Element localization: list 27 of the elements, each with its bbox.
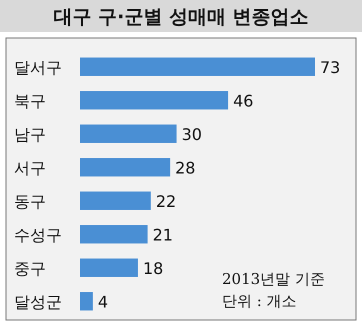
y-tick-label: 달성군 xyxy=(14,292,62,312)
bar xyxy=(80,292,93,310)
annotation: 단위 : 개소 xyxy=(222,292,297,310)
y-tick-label: 남구 xyxy=(14,124,46,144)
data-label: 22 xyxy=(156,192,176,211)
bar xyxy=(80,91,228,110)
data-label: 21 xyxy=(152,225,173,244)
bar xyxy=(80,58,315,76)
y-tick-label: 서구 xyxy=(14,158,46,178)
bar xyxy=(80,192,151,210)
bar xyxy=(80,124,177,143)
y-tick-label: 달서구 xyxy=(14,58,62,77)
bar xyxy=(80,225,148,244)
y-tick-label: 북구 xyxy=(14,91,46,110)
data-label: 73 xyxy=(320,58,340,77)
y-tick-label: 동구 xyxy=(14,192,46,211)
chart-title: 대구 구·군별 성매매 변종업소 xyxy=(53,6,309,28)
bar xyxy=(80,258,138,277)
data-label: 4 xyxy=(98,292,108,312)
annotation: 2013년말 기준 xyxy=(222,270,325,288)
data-label: 18 xyxy=(142,258,164,278)
y-tick-label: 중구 xyxy=(14,258,46,278)
data-label: 30 xyxy=(182,124,202,144)
bar xyxy=(80,158,170,176)
data-label: 28 xyxy=(175,158,196,178)
data-label: 46 xyxy=(233,91,254,110)
y-tick-label: 수성구 xyxy=(14,225,62,244)
